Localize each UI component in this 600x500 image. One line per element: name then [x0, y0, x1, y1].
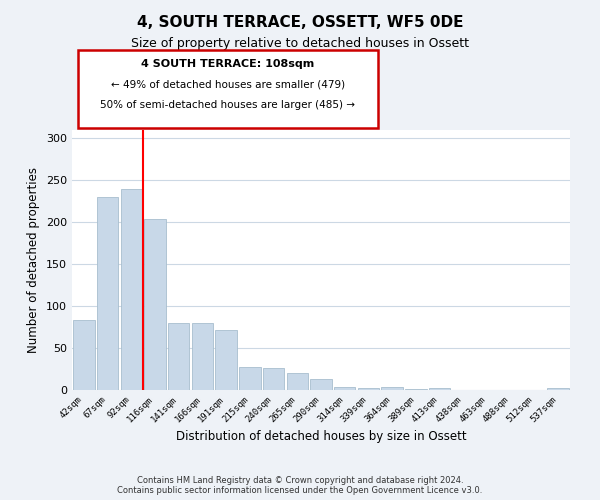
Bar	[168, 323, 190, 390]
Bar	[334, 386, 355, 390]
Y-axis label: Number of detached properties: Number of detached properties	[28, 167, 40, 353]
Text: 4 SOUTH TERRACE: 108sqm: 4 SOUTH TERRACE: 108sqm	[142, 59, 314, 69]
Bar	[358, 388, 379, 390]
Bar	[97, 197, 118, 390]
Bar	[192, 323, 213, 390]
Bar	[429, 388, 450, 390]
Bar	[239, 368, 260, 390]
Bar	[287, 373, 308, 390]
Bar	[145, 219, 166, 390]
Text: Size of property relative to detached houses in Ossett: Size of property relative to detached ho…	[131, 38, 469, 51]
Text: ← 49% of detached houses are smaller (479): ← 49% of detached houses are smaller (47…	[111, 80, 345, 90]
Bar	[263, 368, 284, 390]
Bar	[73, 320, 95, 390]
Bar	[405, 389, 427, 390]
Bar	[215, 330, 237, 390]
Text: 4, SOUTH TERRACE, OSSETT, WF5 0DE: 4, SOUTH TERRACE, OSSETT, WF5 0DE	[137, 15, 463, 30]
Text: Contains public sector information licensed under the Open Government Licence v3: Contains public sector information licen…	[118, 486, 482, 495]
Bar	[382, 388, 403, 390]
X-axis label: Distribution of detached houses by size in Ossett: Distribution of detached houses by size …	[176, 430, 466, 442]
Bar	[310, 379, 332, 390]
Text: 50% of semi-detached houses are larger (485) →: 50% of semi-detached houses are larger (…	[101, 100, 355, 110]
Text: Contains HM Land Registry data © Crown copyright and database right 2024.: Contains HM Land Registry data © Crown c…	[137, 476, 463, 485]
Bar	[121, 188, 142, 390]
Bar	[547, 388, 569, 390]
